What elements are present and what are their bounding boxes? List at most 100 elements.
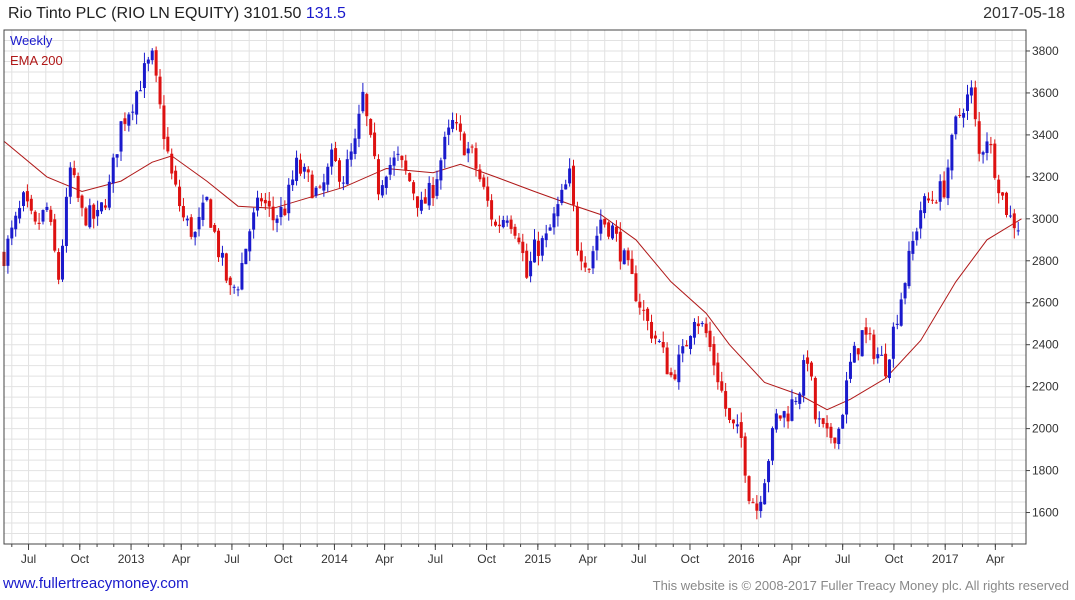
candle-body: [642, 309, 646, 311]
candle-body: [369, 118, 373, 135]
candle-body: [529, 261, 533, 277]
candle-body: [985, 141, 989, 154]
candle-body: [696, 323, 700, 327]
candle-body: [236, 289, 240, 291]
candle-body: [287, 184, 291, 214]
website-link[interactable]: www.fullertreacymoney.com: [3, 575, 189, 592]
y-tick-label: 2800: [1032, 254, 1059, 268]
candle-body: [845, 380, 849, 415]
candle-body: [743, 436, 747, 476]
candle-body: [18, 207, 22, 219]
candle-body: [669, 372, 673, 376]
candle-body: [365, 94, 369, 117]
candle-body: [415, 196, 419, 208]
x-tick-label: Jul: [631, 552, 646, 566]
candle-body: [76, 176, 80, 198]
candle-body: [560, 189, 564, 204]
candle-body: [735, 424, 739, 427]
candle-body: [107, 181, 111, 208]
y-tick-label: 2600: [1032, 296, 1059, 310]
x-tick-label: Oct: [681, 552, 700, 566]
candle-body: [583, 262, 587, 268]
candle-body: [1001, 192, 1005, 196]
candle-body: [650, 321, 654, 339]
candle-body: [6, 238, 10, 266]
candle-body: [474, 148, 478, 169]
y-tick-label: 2400: [1032, 338, 1059, 352]
candle-body: [579, 250, 583, 262]
candle-body: [689, 335, 693, 349]
candle-body: [240, 262, 244, 290]
candle-body: [868, 333, 872, 335]
candle-body: [778, 415, 782, 419]
candle-body: [419, 199, 423, 211]
candle-body: [341, 182, 345, 184]
candle-body: [677, 354, 681, 383]
candle-body: [533, 239, 537, 263]
candle-body: [802, 360, 806, 396]
candle-body: [412, 182, 416, 194]
candle-body: [135, 91, 139, 115]
candle-body: [587, 268, 591, 270]
y-tick-label: 3400: [1032, 128, 1059, 142]
candle-body: [747, 476, 751, 502]
candle-body: [279, 207, 283, 218]
candle-body: [872, 334, 876, 359]
candle-body: [852, 345, 856, 363]
candle-body: [291, 179, 295, 186]
candle-body: [439, 160, 443, 181]
candle-body: [661, 342, 665, 348]
candle-body: [57, 252, 61, 280]
candle-body: [486, 186, 490, 201]
candle-body: [111, 157, 115, 184]
candle-body: [88, 205, 92, 228]
candle-body: [61, 245, 65, 280]
candle-body: [704, 323, 708, 334]
candle-body: [318, 186, 322, 188]
candle-body: [880, 354, 884, 356]
candle-body: [10, 227, 14, 239]
candle-body: [45, 206, 49, 210]
candle-body: [158, 76, 162, 105]
y-tick-label: 3200: [1032, 170, 1059, 184]
x-tick-label: Jul: [835, 552, 850, 566]
candle-body: [259, 198, 263, 202]
candle-body: [685, 345, 689, 347]
x-tick-label: Oct: [70, 552, 89, 566]
x-axis: Jul Oct 2013 Apr Jul Oct 2014 Apr Jul Oct 2015 Apr J…: [11, 544, 1013, 566]
candle-body: [568, 168, 572, 184]
x-tick-label: Apr: [375, 552, 394, 566]
candle-body: [224, 253, 228, 281]
candle-body: [326, 166, 330, 185]
candle-body: [64, 196, 68, 247]
candle-body: [887, 359, 891, 379]
candle-body: [443, 136, 447, 160]
candle-body: [997, 179, 1001, 194]
candle-body: [388, 165, 392, 175]
candle-body: [454, 122, 458, 124]
candle-body: [162, 105, 166, 140]
candle-body: [544, 233, 548, 241]
candle-body: [470, 146, 474, 148]
grid-lines: [4, 30, 1026, 544]
candle-body: [720, 381, 724, 391]
candle-body: [22, 192, 26, 207]
candle-body: [181, 206, 185, 218]
candle-body: [782, 411, 786, 418]
candle-body: [614, 226, 618, 234]
candle-body: [833, 437, 837, 444]
candle-body: [431, 185, 435, 199]
candle-body: [809, 362, 813, 377]
candle-body: [353, 138, 357, 154]
y-tick-label: 1800: [1032, 464, 1059, 478]
candle-body: [962, 113, 966, 118]
candle-body: [53, 219, 57, 251]
candle-body: [100, 202, 104, 212]
candle-body: [891, 326, 895, 359]
x-tick-label: 2017: [932, 552, 959, 566]
candle-body: [14, 215, 18, 230]
candle-body: [33, 211, 37, 222]
candle-body: [989, 143, 993, 146]
y-tick-label: 2000: [1032, 422, 1059, 436]
candle-body: [174, 170, 178, 185]
